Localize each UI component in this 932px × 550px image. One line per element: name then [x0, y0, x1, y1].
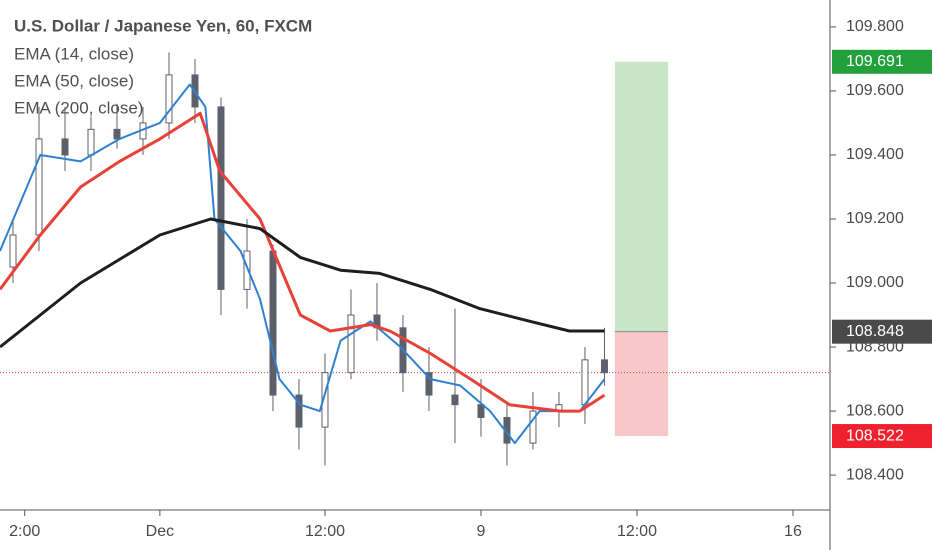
y-tick-label: 109.200: [846, 210, 904, 227]
candle-body: [113, 128, 121, 140]
candle-body: [451, 394, 459, 406]
y-tick-label: 109.800: [846, 18, 904, 35]
loss-zone: [614, 331, 669, 437]
axes: 108.400108.600108.800109.000109.200109.4…: [9, 18, 932, 540]
x-tick-label: 2:00: [9, 523, 40, 540]
candle-body: [217, 106, 225, 290]
price-label-box: [832, 424, 932, 449]
x-tick-label: 12:00: [305, 523, 345, 540]
ema-line: [0, 217, 605, 349]
candle-body: [269, 250, 277, 396]
price-label: 108.522: [846, 427, 904, 444]
price-label: 108.848: [846, 323, 904, 340]
price-label-box: [832, 49, 932, 74]
profit-zone: [614, 61, 669, 332]
candle-body: [35, 138, 43, 236]
ema-line: [0, 83, 606, 445]
x-tick-label: 16: [784, 523, 802, 540]
candle-body: [581, 359, 589, 406]
legend-entry: EMA (14, close): [14, 44, 134, 63]
price-label: 109.691: [846, 53, 904, 70]
candle-body: [87, 128, 95, 156]
y-tick-label: 109.400: [846, 146, 904, 163]
candle-body: [477, 404, 485, 418]
x-tick-label: Dec: [146, 523, 174, 540]
candle-body: [600, 359, 608, 374]
price-label-box: [832, 319, 932, 344]
legend-entry: EMA (50, close): [14, 71, 134, 90]
candle-body: [347, 314, 355, 374]
x-tick-label: 12:00: [617, 523, 657, 540]
y-tick-label: 108.400: [846, 466, 904, 483]
y-tick-label: 108.600: [846, 402, 904, 419]
legend-entry: EMA (200, close): [14, 98, 143, 117]
candle-body: [295, 394, 303, 428]
candle-body: [9, 234, 17, 268]
candle-body: [321, 372, 329, 428]
ema-line: [0, 111, 606, 413]
x-tick-label: 9: [477, 523, 486, 540]
plot-area: [0, 52, 830, 466]
candle-body: [425, 372, 433, 396]
chart-title: U.S. Dollar / Japanese Yen, 60, FXCM: [14, 16, 312, 35]
y-tick-label: 109.000: [846, 274, 904, 291]
candle-body: [243, 250, 251, 290]
candle-body: [165, 74, 173, 124]
candle-body: [529, 410, 537, 444]
candle-body: [61, 138, 69, 156]
y-tick-label: 109.600: [846, 82, 904, 99]
